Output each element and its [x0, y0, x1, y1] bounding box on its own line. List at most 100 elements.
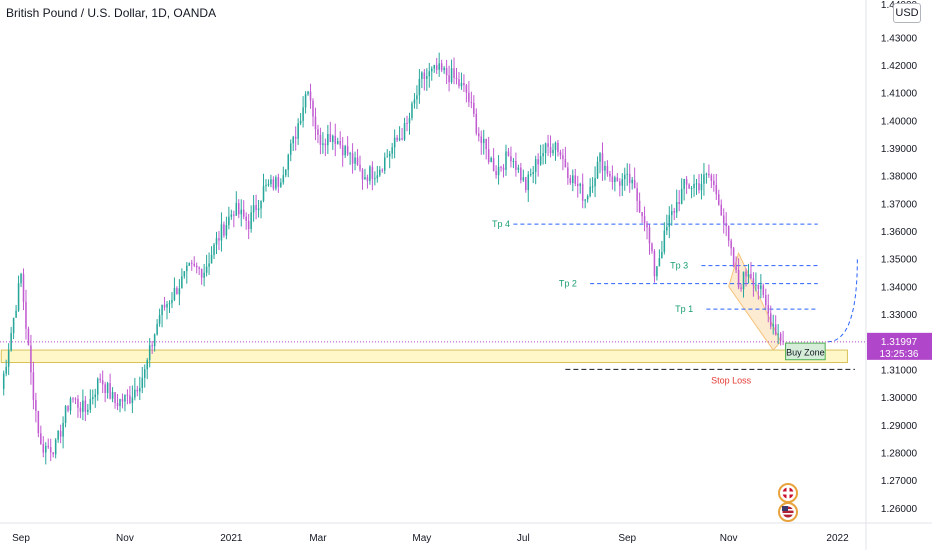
- candle-body: [661, 251, 663, 259]
- stop-loss-label: Stop Loss: [711, 375, 752, 385]
- candle-body: [141, 377, 144, 388]
- candle-body: [458, 79, 460, 87]
- candle-body: [129, 395, 131, 404]
- candle-body: [134, 389, 136, 398]
- tp-label: Tp 3: [670, 261, 688, 271]
- candle-body: [616, 177, 619, 182]
- candle-body: [59, 430, 62, 437]
- candle-body: [480, 136, 483, 144]
- candle-body: [782, 340, 784, 342]
- candle-body: [765, 295, 767, 306]
- candle-body: [119, 399, 121, 407]
- candle-body: [495, 171, 497, 176]
- candle-body: [265, 184, 267, 187]
- candle-body: [408, 118, 411, 124]
- candle-body: [678, 201, 680, 204]
- candle-body: [270, 179, 272, 185]
- candle-body: [166, 304, 168, 308]
- candle-body: [636, 188, 638, 201]
- currency-button[interactable]: USD: [893, 3, 921, 23]
- candle-body: [25, 301, 27, 329]
- candle-body: [381, 169, 384, 171]
- candle-body: [27, 328, 30, 346]
- candle-body: [779, 333, 782, 341]
- candle-body: [574, 175, 577, 184]
- candle-body: [183, 271, 186, 277]
- candle-body: [111, 392, 114, 399]
- candle-body: [527, 174, 530, 191]
- candle-body: [124, 394, 126, 402]
- time-tick-label: Nov: [720, 533, 738, 544]
- candle-body: [722, 215, 725, 224]
- candle-body: [282, 175, 285, 183]
- time-axis[interactable]: Sep Nov 2021 Mar May Jul Sep Nov 2022: [12, 533, 849, 544]
- candle-body: [445, 67, 448, 76]
- candle-body: [114, 392, 116, 404]
- candle-body: [411, 103, 413, 119]
- candle-body: [277, 177, 280, 187]
- candle-body: [727, 226, 730, 241]
- countdown-label: 13:25:36: [880, 349, 919, 360]
- candle-body: [158, 315, 161, 324]
- candle-body: [772, 324, 774, 327]
- candle-body: [260, 200, 262, 209]
- candle-body: [482, 138, 485, 144]
- candle-body: [193, 263, 195, 266]
- candle-body: [406, 122, 408, 124]
- candle-body: [586, 195, 589, 200]
- candle-body: [101, 380, 104, 385]
- candle-body: [136, 389, 139, 392]
- candle-body: [299, 120, 302, 124]
- candle-body: [421, 72, 423, 79]
- candle-body: [233, 214, 235, 216]
- candle-body: [512, 160, 515, 162]
- flags-icon: [778, 483, 798, 522]
- candle-body: [633, 179, 636, 189]
- candle-body: [433, 65, 436, 69]
- candle-body: [572, 175, 574, 184]
- candle-body: [396, 137, 398, 141]
- candle-body: [309, 91, 312, 101]
- candle-body: [195, 265, 198, 268]
- candle-body: [715, 184, 718, 195]
- candle-body: [683, 179, 685, 189]
- candle-body: [416, 95, 418, 100]
- candle-body: [485, 138, 487, 150]
- candle-body: [359, 164, 361, 170]
- candle-body: [40, 433, 42, 445]
- candle-body: [643, 216, 646, 224]
- candle-body: [557, 142, 559, 153]
- chart-title: British Pound / U.S. Dollar, 1D, OANDA: [6, 6, 217, 20]
- current-price-tag: [867, 332, 932, 360]
- candle-body: [623, 174, 626, 180]
- candle-body: [151, 345, 153, 347]
- candle-body: [302, 107, 304, 121]
- candle-body: [247, 220, 250, 229]
- candle-body: [354, 157, 356, 164]
- candle-body: [708, 173, 710, 176]
- candle-body: [685, 179, 688, 185]
- candle-body: [544, 143, 547, 154]
- candle-body: [252, 205, 255, 213]
- candle-body: [329, 133, 332, 142]
- candle-body: [596, 161, 599, 179]
- candle-body: [15, 310, 17, 318]
- candle-body: [621, 179, 624, 186]
- candle-body: [398, 138, 401, 141]
- candle-body: [242, 209, 245, 217]
- candle-body: [146, 360, 148, 370]
- candle-body: [750, 273, 752, 279]
- candle-body: [774, 324, 777, 335]
- candle-body: [492, 158, 495, 172]
- candle-body: [99, 378, 101, 381]
- projection-path: [827, 258, 858, 343]
- candle-body: [705, 173, 708, 175]
- candle-body: [693, 184, 695, 189]
- candle-body: [54, 439, 57, 455]
- candle-body: [131, 397, 134, 404]
- candle-body: [762, 285, 765, 296]
- candle-body: [713, 180, 715, 185]
- price-axis[interactable]: 1.43000 1.42000 1.41000 1.40000 1.39000 1.380…: [867, 0, 932, 515]
